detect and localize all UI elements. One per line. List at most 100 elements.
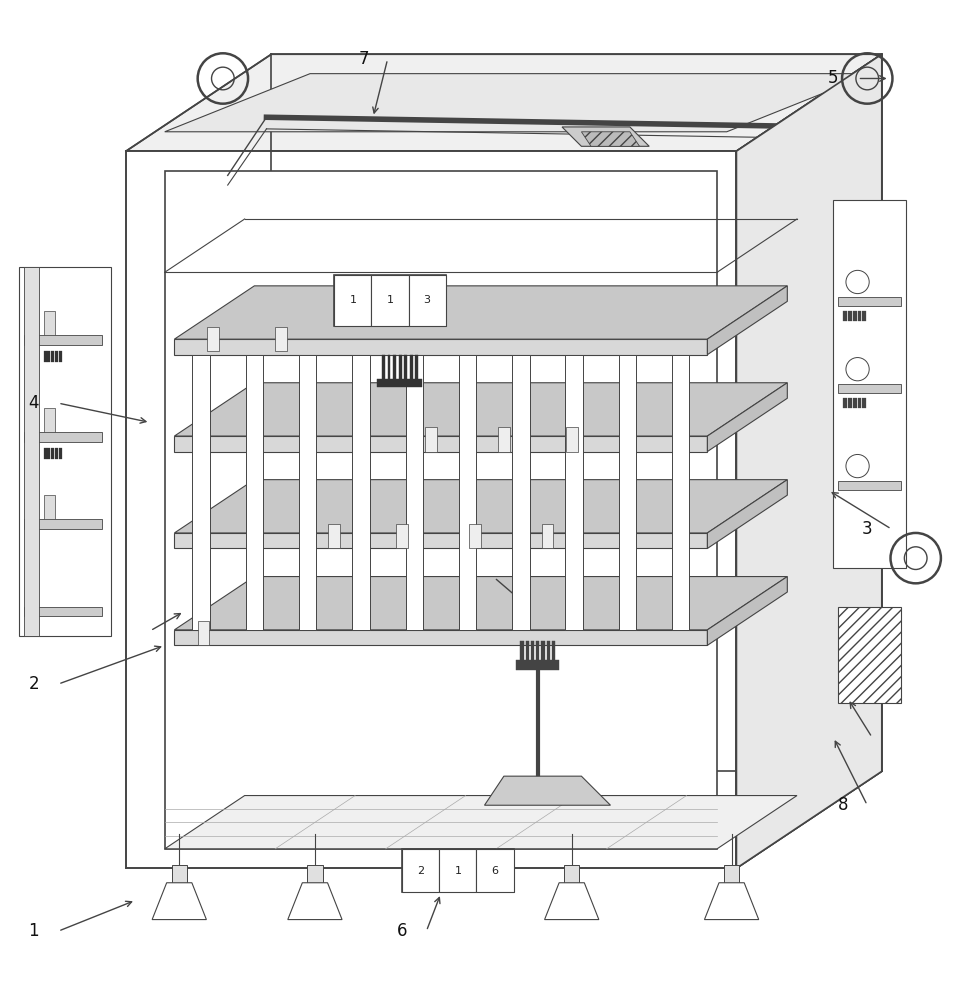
Polygon shape — [520, 641, 523, 662]
Polygon shape — [552, 641, 555, 662]
Polygon shape — [44, 351, 47, 362]
Text: 6: 6 — [491, 866, 498, 876]
Polygon shape — [174, 383, 787, 436]
Polygon shape — [393, 355, 396, 379]
Polygon shape — [24, 267, 39, 636]
Polygon shape — [382, 355, 385, 379]
Polygon shape — [275, 327, 287, 351]
Text: 2: 2 — [29, 675, 39, 693]
Polygon shape — [736, 54, 882, 868]
Polygon shape — [858, 311, 861, 321]
Polygon shape — [44, 311, 55, 335]
Polygon shape — [536, 641, 540, 662]
Polygon shape — [165, 796, 797, 849]
Text: 1: 1 — [350, 295, 357, 305]
Polygon shape — [862, 398, 866, 408]
Polygon shape — [707, 480, 787, 548]
Polygon shape — [174, 436, 707, 452]
Polygon shape — [477, 849, 514, 892]
Polygon shape — [44, 495, 55, 519]
Polygon shape — [858, 398, 861, 408]
Polygon shape — [399, 355, 401, 379]
Polygon shape — [581, 132, 640, 146]
Polygon shape — [24, 432, 102, 442]
Polygon shape — [174, 533, 707, 548]
Polygon shape — [838, 297, 901, 306]
Polygon shape — [838, 481, 901, 490]
Text: 1: 1 — [454, 866, 461, 876]
Polygon shape — [484, 776, 610, 805]
Polygon shape — [525, 641, 529, 662]
Polygon shape — [853, 311, 857, 321]
Polygon shape — [298, 355, 316, 630]
Polygon shape — [207, 327, 219, 351]
Polygon shape — [55, 448, 58, 459]
Polygon shape — [55, 351, 58, 362]
Polygon shape — [564, 865, 579, 883]
Polygon shape — [547, 641, 550, 662]
Text: 5: 5 — [828, 69, 838, 87]
Polygon shape — [724, 865, 739, 883]
Polygon shape — [174, 339, 707, 355]
Polygon shape — [459, 355, 477, 630]
Polygon shape — [126, 151, 736, 868]
Polygon shape — [542, 641, 545, 662]
Polygon shape — [152, 883, 206, 920]
Polygon shape — [531, 641, 534, 662]
Polygon shape — [833, 200, 906, 568]
Polygon shape — [409, 275, 446, 326]
Polygon shape — [405, 355, 422, 630]
Polygon shape — [51, 448, 54, 459]
Polygon shape — [402, 849, 514, 892]
Polygon shape — [47, 351, 50, 362]
Polygon shape — [174, 480, 787, 533]
Polygon shape — [707, 383, 787, 452]
Polygon shape — [498, 427, 510, 452]
Polygon shape — [24, 519, 102, 529]
Text: 7: 7 — [359, 50, 368, 68]
Polygon shape — [843, 311, 847, 321]
Polygon shape — [410, 355, 413, 379]
Polygon shape — [704, 883, 759, 920]
Polygon shape — [288, 883, 342, 920]
Polygon shape — [198, 621, 209, 645]
Polygon shape — [838, 384, 901, 393]
Polygon shape — [328, 524, 340, 548]
Polygon shape — [174, 630, 707, 645]
Polygon shape — [174, 577, 787, 630]
Polygon shape — [334, 275, 371, 326]
Polygon shape — [707, 286, 787, 355]
Polygon shape — [126, 54, 882, 151]
Polygon shape — [707, 577, 787, 645]
Polygon shape — [19, 267, 111, 636]
Polygon shape — [672, 355, 689, 630]
Polygon shape — [843, 398, 847, 408]
Polygon shape — [174, 286, 787, 339]
Text: 4: 4 — [29, 394, 39, 412]
Polygon shape — [402, 849, 439, 892]
Polygon shape — [566, 427, 578, 452]
Polygon shape — [542, 524, 553, 548]
Polygon shape — [44, 448, 47, 459]
Polygon shape — [24, 335, 102, 345]
Polygon shape — [334, 275, 446, 326]
Polygon shape — [736, 54, 882, 868]
Text: 6: 6 — [397, 922, 407, 940]
Polygon shape — [469, 524, 481, 548]
Polygon shape — [512, 355, 529, 630]
Polygon shape — [618, 355, 636, 630]
Polygon shape — [44, 408, 55, 432]
Polygon shape — [165, 171, 717, 849]
Polygon shape — [51, 351, 54, 362]
Text: 2: 2 — [417, 866, 424, 876]
Text: 3: 3 — [862, 520, 872, 538]
Polygon shape — [853, 398, 857, 408]
Polygon shape — [848, 311, 852, 321]
Polygon shape — [862, 311, 866, 321]
Polygon shape — [396, 524, 408, 548]
Polygon shape — [439, 849, 477, 892]
Polygon shape — [388, 355, 391, 379]
Polygon shape — [566, 355, 583, 630]
Polygon shape — [165, 74, 872, 132]
Polygon shape — [192, 355, 209, 630]
